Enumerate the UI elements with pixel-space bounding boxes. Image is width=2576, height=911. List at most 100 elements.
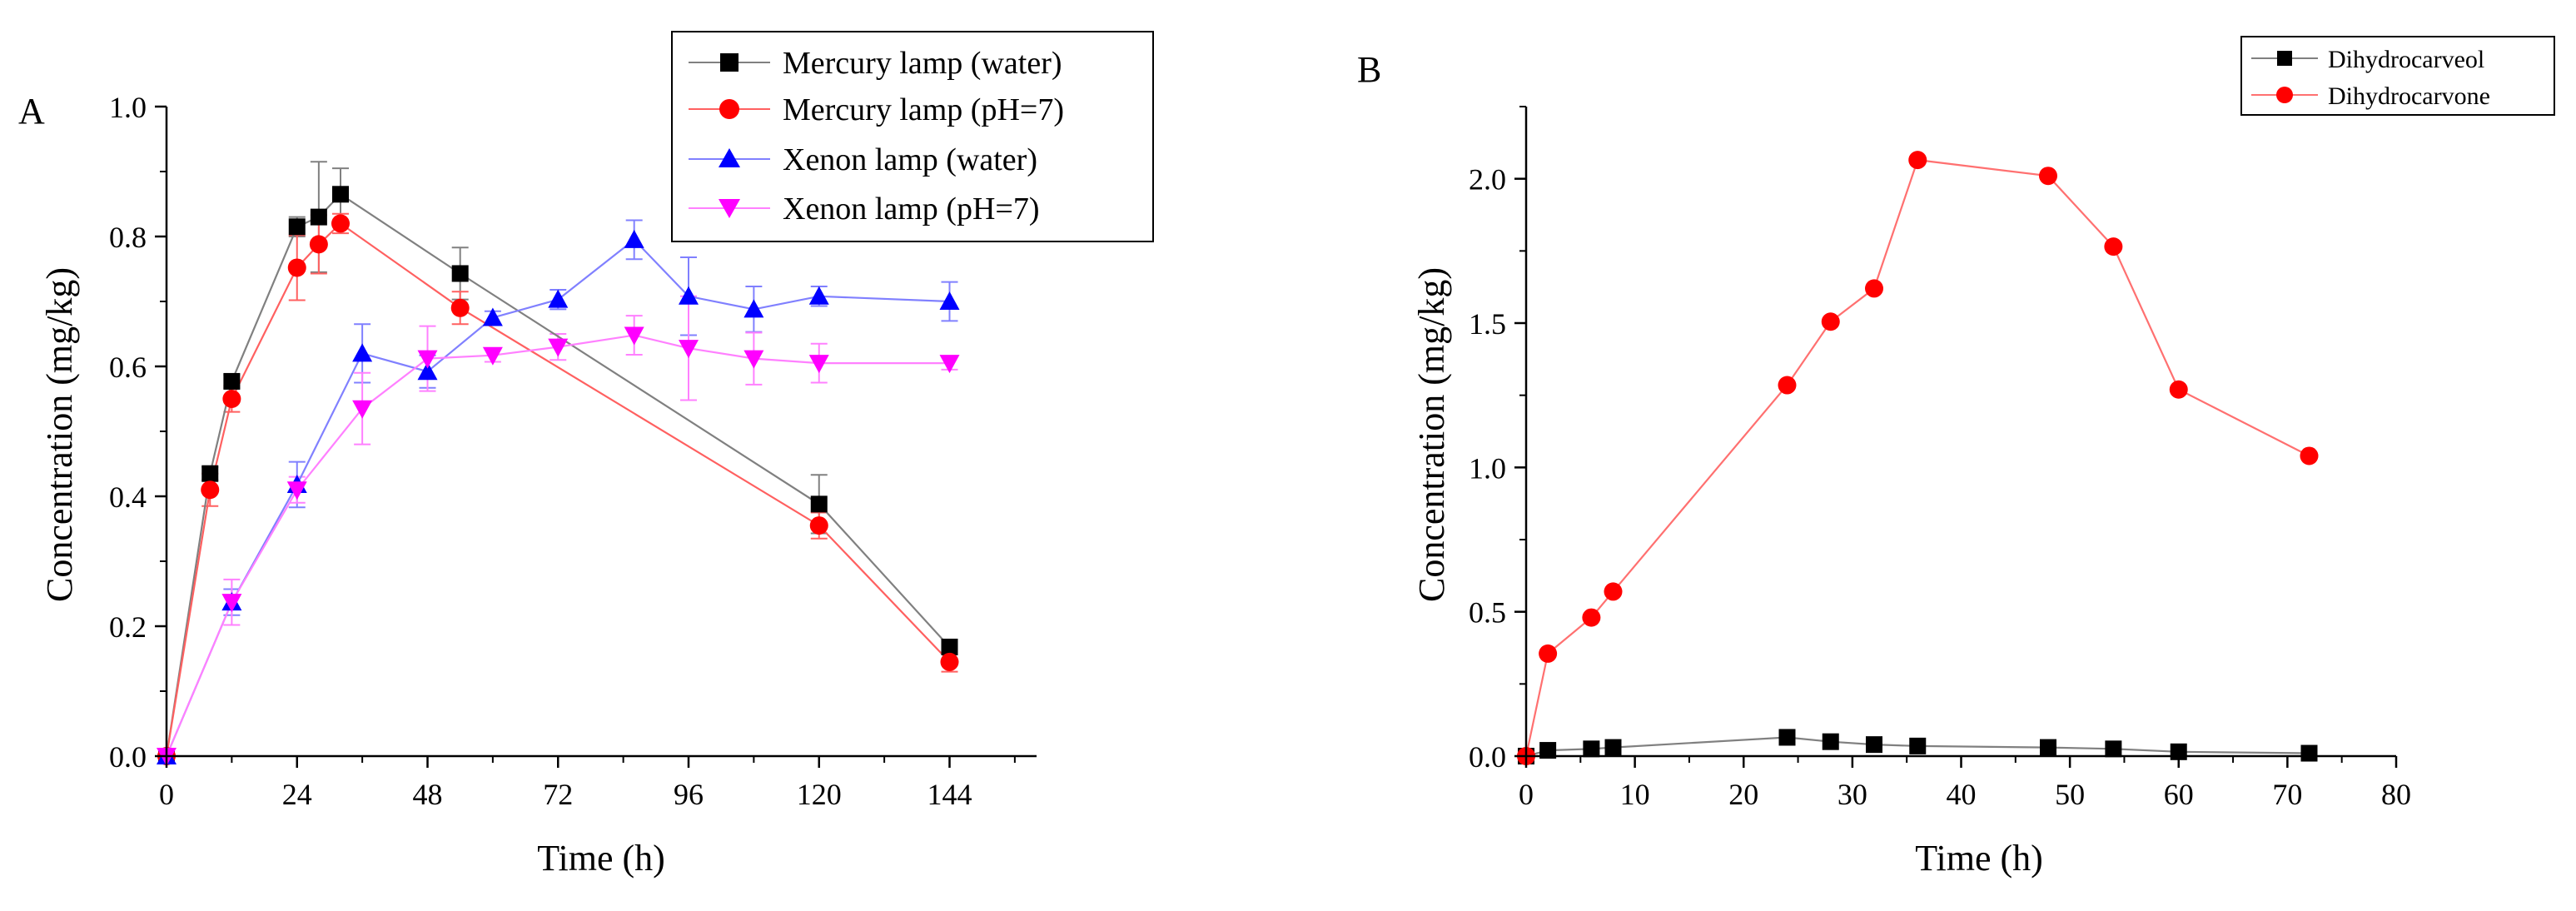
x-tick-label: 70 (2272, 778, 2302, 811)
x-tick-label: 0 (1519, 778, 1534, 811)
data-point-mercury-lamp-water (310, 208, 327, 226)
data-point-dihydrocarveol (2300, 744, 2318, 762)
x-tick-label: 0 (159, 778, 174, 811)
legend-entry-dihydrocarveol: Dihydrocarveol (2251, 46, 2484, 73)
panel-b-legend: Dihydrocarveol Dihydrocarvone (2240, 36, 2555, 116)
data-point-mercury-lamp-water (332, 186, 349, 203)
x-tick-label: 60 (2164, 778, 2194, 811)
data-point-xenon-lamp-ph-7 (417, 350, 438, 369)
legend-marker-circle (2276, 87, 2293, 103)
data-point-dihydrocarvone (2169, 380, 2188, 399)
panel-a-label: A (18, 91, 45, 132)
legend-marker-square (2277, 51, 2292, 66)
y-tick-label: 0.0 (109, 740, 147, 774)
y-tick-label: 0.0 (1469, 740, 1506, 774)
data-point-xenon-lamp-water (548, 289, 569, 308)
panel-b: B 0 10 20 30 40 50 60 70 80 0.0 0.5 1.0 1.5 2.0 Time… (1357, 36, 2555, 879)
data-point-xenon-lamp-water (417, 361, 438, 381)
y-tick-label: 0.8 (109, 221, 147, 254)
data-point-xenon-lamp-ph-7 (548, 338, 569, 357)
data-point-dihydrocarveol (1778, 729, 1796, 746)
data-point-mercury-lamp-ph-7 (809, 516, 828, 535)
data-point-xenon-lamp-ph-7 (624, 326, 644, 346)
y-tick-label: 1.0 (109, 91, 147, 124)
data-point-dihydrocarvone (2300, 446, 2319, 465)
legend-marker-square (720, 53, 738, 72)
data-point-mercury-lamp-ph-7 (222, 390, 241, 408)
data-point-xenon-lamp-water (624, 229, 644, 248)
panel-b-x-axis-label: Time (h) (1915, 838, 2043, 879)
data-point-xenon-lamp-ph-7 (743, 350, 764, 369)
series-line-xenon-lamp-ph-7 (165, 334, 950, 757)
data-point-xenon-lamp-water (743, 299, 764, 318)
series-line-xenon-lamp-water (165, 238, 950, 757)
panel-b-axes (1524, 107, 2396, 758)
x-tick-label: 24 (282, 778, 312, 811)
data-point-dihydrocarveol (2105, 740, 2122, 758)
data-point-dihydrocarvone (1539, 644, 1558, 663)
data-point-dihydrocarveol (1909, 737, 1927, 754)
data-point-dihydrocarvone (1604, 582, 1623, 601)
data-point-mercury-lamp-ph-7 (940, 652, 959, 671)
legend-entry-xenon-ph7: Xenon lamp (pH=7) (689, 192, 1039, 227)
data-point-xenon-lamp-ph-7 (482, 346, 503, 366)
panel-b-series-lines (1524, 158, 2310, 758)
panel-a-x-ticks: 0 24 48 72 96 120 144 (159, 756, 1016, 811)
y-tick-label: 0.2 (109, 610, 147, 644)
panel-a-x-axis-label: Time (h) (537, 838, 665, 879)
data-point-mercury-lamp-water (223, 372, 241, 390)
panel-b-y-ticks: 0.0 0.5 1.0 1.5 2.0 (1469, 106, 1526, 774)
legend-label-xenon-ph7: Xenon lamp (pH=7) (783, 192, 1039, 227)
data-point-mercury-lamp-ph-7 (201, 480, 220, 500)
data-point-xenon-lamp-water (679, 286, 699, 305)
series-line-dihydrocarvone (1524, 158, 2310, 757)
y-tick-label: 0.4 (109, 480, 147, 514)
data-point-dihydrocarveol (2040, 739, 2056, 756)
x-tick-label: 30 (1838, 778, 1867, 811)
data-point-dihydrocarvone (1582, 608, 1601, 627)
data-point-mercury-lamp-ph-7 (287, 258, 306, 277)
legend-marker-triangle-up (719, 148, 740, 167)
data-point-mercury-lamp-water (288, 218, 306, 236)
data-point-dihydrocarvone (1821, 312, 1840, 331)
data-point-dihydrocarvone (2104, 237, 2123, 256)
x-tick-label: 80 (2381, 778, 2411, 811)
x-tick-label: 144 (927, 778, 972, 811)
data-point-xenon-lamp-ph-7 (352, 400, 373, 419)
x-tick-label: 20 (1728, 778, 1758, 811)
y-tick-label: 1.5 (1469, 307, 1506, 341)
panel-a-markers (157, 186, 960, 766)
data-point-dihydrocarvone (1778, 376, 1797, 395)
data-point-xenon-lamp-water (482, 307, 503, 326)
data-point-xenon-lamp-water (808, 286, 829, 305)
legend-label-dihydrocarvone: Dihydrocarvone (2328, 82, 2490, 110)
data-point-mercury-lamp-water (941, 638, 958, 655)
legend-label-dihydrocarveol: Dihydrocarveol (2328, 46, 2484, 73)
data-point-mercury-lamp-ph-7 (331, 214, 350, 233)
x-tick-label: 40 (1947, 778, 1977, 811)
data-point-xenon-lamp-ph-7 (679, 340, 699, 359)
data-point-xenon-lamp-water (352, 343, 373, 362)
data-point-xenon-lamp-ph-7 (286, 481, 307, 500)
data-point-dihydrocarveol (1604, 739, 1622, 756)
data-point-dihydrocarvone (1865, 279, 1883, 298)
panel-b-label: B (1357, 49, 1381, 90)
data-point-mercury-lamp-water (451, 265, 469, 282)
legend-marker-circle (719, 99, 739, 119)
legend-entry-mercury-water: Mercury lamp (water) (689, 46, 1062, 81)
data-point-xenon-lamp-ph-7 (808, 355, 829, 374)
panel-a-legend-box (671, 31, 1154, 242)
x-tick-label: 50 (2055, 778, 2085, 811)
legend-entry-dihydrocarvone: Dihydrocarvone (2251, 82, 2490, 110)
y-tick-label: 0.6 (109, 351, 147, 384)
panel-a-y-ticks: 0.0 0.2 0.4 0.6 0.8 1.0 (109, 91, 167, 774)
data-point-dihydrocarvone (1908, 151, 1927, 170)
panel-b-y-axis-label: Concentration (mg/kg) (1411, 267, 1452, 602)
y-tick-label: 1.0 (1469, 451, 1506, 485)
legend-label-xenon-water: Xenon lamp (water) (783, 142, 1037, 177)
data-point-xenon-lamp-ph-7 (939, 355, 960, 374)
y-tick-label: 2.0 (1469, 163, 1506, 197)
x-tick-label: 96 (674, 778, 704, 811)
legend-label-mercury-ph7: Mercury lamp (pH=7) (783, 92, 1064, 127)
panel-a-legend: Mercury lamp (water) Mercury lamp (pH=7)… (671, 31, 1154, 242)
